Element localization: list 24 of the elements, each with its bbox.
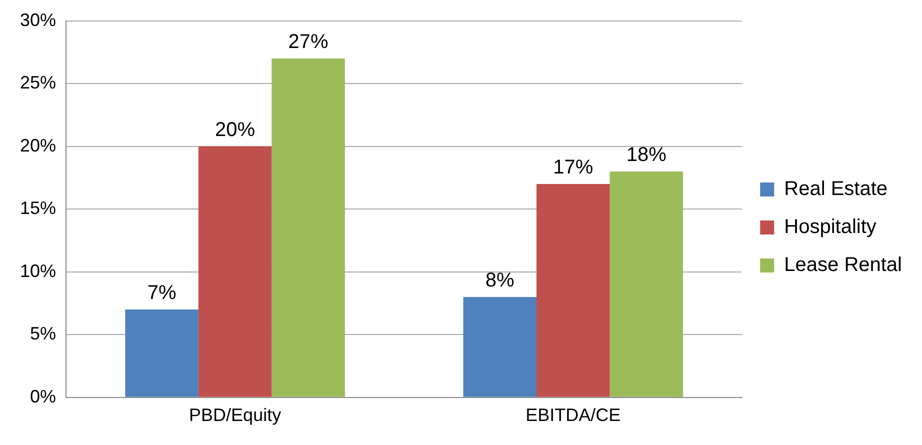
data-label: 18% [626, 144, 667, 166]
y-tick-label: 25% [20, 72, 56, 93]
legend-label: Real Estate [784, 178, 888, 200]
bar [536, 184, 610, 397]
y-tick-label: 30% [20, 10, 56, 30]
y-tick-label: 15% [20, 198, 56, 218]
legend-label: Lease Rental [784, 254, 902, 276]
bar [463, 296, 536, 397]
y-tick-label: 20% [20, 135, 56, 156]
legend-label: Hospitality [784, 216, 876, 238]
data-label: 17% [553, 156, 594, 179]
x-tick-label: PBD/Equity [189, 405, 282, 426]
data-label: 7% [147, 282, 176, 304]
y-tick-label: 10% [20, 260, 56, 281]
x-tick-label: EBITDA/CE [526, 405, 621, 426]
data-label: 20% [215, 118, 256, 141]
data-label: 27% [288, 30, 329, 53]
bar [198, 146, 272, 397]
data-label: 8% [485, 269, 515, 292]
bar [272, 58, 345, 397]
y-tick-label: 5% [30, 324, 56, 344]
bar [125, 310, 198, 397]
y-tick-label: 0% [30, 386, 56, 406]
bar [610, 171, 683, 397]
